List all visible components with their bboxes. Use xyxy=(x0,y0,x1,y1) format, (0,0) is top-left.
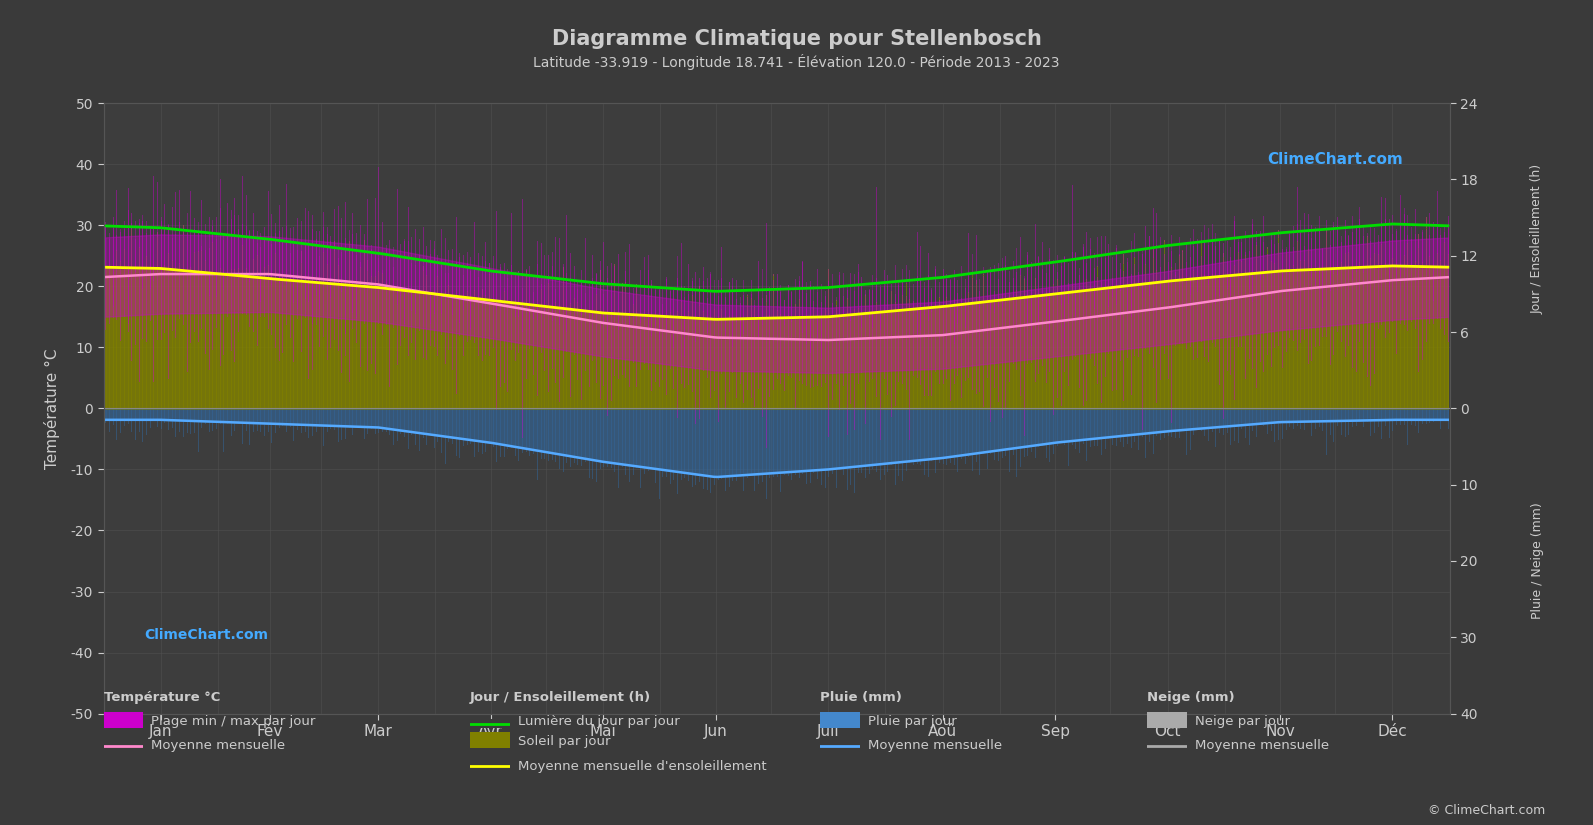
Text: © ClimeChart.com: © ClimeChart.com xyxy=(1427,804,1545,817)
Text: Neige (mm): Neige (mm) xyxy=(1147,691,1235,705)
Text: Pluie (mm): Pluie (mm) xyxy=(820,691,902,705)
Text: Lumière du jour par jour: Lumière du jour par jour xyxy=(518,715,680,728)
Text: ClimeChart.com: ClimeChart.com xyxy=(1266,152,1402,167)
Text: Neige par jour: Neige par jour xyxy=(1195,715,1290,728)
Text: Moyenne mensuelle: Moyenne mensuelle xyxy=(1195,739,1329,752)
Text: Jour / Ensoleillement (h): Jour / Ensoleillement (h) xyxy=(1531,164,1544,314)
Text: Moyenne mensuelle: Moyenne mensuelle xyxy=(868,739,1002,752)
Text: ClimeChart.com: ClimeChart.com xyxy=(143,628,268,642)
Text: Moyenne mensuelle: Moyenne mensuelle xyxy=(151,739,285,752)
Text: Jour / Ensoleillement (h): Jour / Ensoleillement (h) xyxy=(470,691,652,705)
Text: Moyenne mensuelle d'ensoleillement: Moyenne mensuelle d'ensoleillement xyxy=(518,760,766,773)
Text: Plage min / max par jour: Plage min / max par jour xyxy=(151,715,315,728)
Text: Latitude -33.919 - Longitude 18.741 - Élévation 120.0 - Période 2013 - 2023: Latitude -33.919 - Longitude 18.741 - Él… xyxy=(534,54,1059,69)
Text: Pluie par jour: Pluie par jour xyxy=(868,715,957,728)
Text: Température °C: Température °C xyxy=(104,691,220,705)
Text: Soleil par jour: Soleil par jour xyxy=(518,735,610,748)
Text: Diagramme Climatique pour Stellenbosch: Diagramme Climatique pour Stellenbosch xyxy=(551,29,1042,49)
Y-axis label: Température °C: Température °C xyxy=(43,348,59,469)
Text: Pluie / Neige (mm): Pluie / Neige (mm) xyxy=(1531,502,1544,620)
